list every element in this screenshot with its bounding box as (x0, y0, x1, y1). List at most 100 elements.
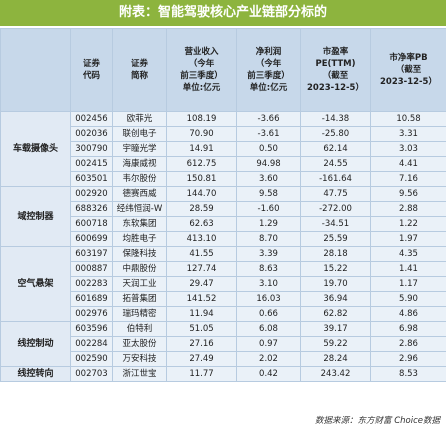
header-line: 单位:亿元 (249, 83, 288, 93)
cell: -14.38 (300, 111, 371, 127)
group-cell: 车载摄像头 (0, 111, 71, 187)
cell: 144.70 (166, 186, 237, 202)
cell: 联创电子 (112, 126, 167, 142)
cell: 8.53 (370, 366, 446, 382)
column-header: 市净率PB （截至 2023-12-5） (370, 28, 446, 112)
table-row: 线控转向 002703 浙江世宝 11.77 0.42 243.42 8.53 (0, 366, 446, 382)
column-header: 市盈率 PE(TTM) （截至 2023-12-5） (300, 28, 371, 112)
cell: 伯特利 (112, 321, 167, 337)
cell: 8.63 (236, 261, 301, 277)
header-line: 证券 (130, 59, 148, 69)
cell: 经纬恒润-W (112, 201, 167, 217)
cell: 000887 (70, 261, 113, 277)
cell: 243.42 (300, 366, 371, 382)
table-row: 002283 天润工业 29.47 3.10 19.70 1.17 (1, 276, 446, 292)
cell: 25.59 (300, 231, 371, 247)
cell: -1.60 (236, 201, 301, 217)
cell: 603197 (70, 246, 113, 262)
cell: 天润工业 (112, 276, 167, 292)
header-line: 2023-12-5） (307, 83, 364, 93)
cell: 150.81 (166, 171, 237, 187)
cell: 002920 (70, 186, 113, 202)
cell: -272.00 (300, 201, 371, 217)
header-line: 市净率PB (389, 53, 428, 63)
header-line: 2023-12-5） (380, 77, 437, 87)
cell: 28.24 (300, 351, 371, 367)
cell: 002456 (70, 111, 113, 127)
header-line: （截至 (322, 71, 349, 81)
title: 附表：智能驾驶核心产业链部分标的 (118, 5, 327, 20)
cell: 3.31 (370, 126, 446, 142)
cell: 8.70 (236, 231, 301, 247)
cell: 70.90 (166, 126, 237, 142)
cell: -34.51 (300, 216, 371, 232)
cell: 0.42 (236, 366, 301, 382)
header-line: 净利润 (255, 47, 282, 57)
table-row: 线控制动 603596 伯特利 51.05 6.08 39.17 6.98 (0, 321, 446, 367)
column-header: 营业收入 （今年 前三季度） 单位:亿元 (166, 28, 237, 112)
cell: 41.55 (166, 246, 237, 262)
cell: 0.66 (236, 306, 301, 322)
header-line: 营业收入 (184, 47, 219, 57)
cell: 51.05 (166, 321, 237, 337)
cell: 62.82 (300, 306, 371, 322)
cell: 108.19 (166, 111, 237, 127)
table-row: 601689 拓普集团 141.52 16.03 36.94 5.90 (1, 291, 446, 307)
cell: 2.02 (236, 351, 301, 367)
header-line: PE(TTM) (315, 59, 356, 69)
cell: 宇瞳光学 (112, 141, 167, 157)
cell: 59.22 (300, 336, 371, 352)
cell: 27.49 (166, 351, 237, 367)
cell: 62.14 (300, 141, 371, 157)
cell: 韦尔股份 (112, 171, 167, 187)
cell: 94.98 (236, 156, 301, 172)
header-line: 前三季度） (247, 71, 290, 81)
cell: 002976 (70, 306, 113, 322)
cell: 11.77 (166, 366, 237, 382)
cell: 15.22 (300, 261, 371, 277)
header-line: 市盈率 (322, 47, 349, 57)
title-bar (0, 0, 446, 26)
column-header: 证券 简称 (112, 28, 167, 112)
cell: 19.70 (300, 276, 371, 292)
cell: -3.66 (236, 111, 301, 127)
cell: 1.22 (370, 216, 446, 232)
cell: 002284 (70, 336, 113, 352)
cell: 29.47 (166, 276, 237, 292)
cell: 16.03 (236, 291, 301, 307)
cell: 4.41 (370, 156, 446, 172)
cell: 11.94 (166, 306, 237, 322)
table-row: 603501 韦尔股份 150.81 3.60 -161.64 7.16 (1, 171, 446, 187)
cell: -3.61 (236, 126, 301, 142)
cell: 002590 (70, 351, 113, 367)
table-row: 002415 海康威视 612.75 94.98 24.55 4.41 (1, 156, 446, 172)
cell: 均胜电子 (112, 231, 167, 247)
data-table: 证券 代码 证券 简称 营业收入 （今年 前三季度） 单位:亿元 净利润 （今年 前三季度） 单位:亿… (0, 28, 446, 382)
cell: 47.75 (300, 186, 371, 202)
cell: 6.08 (236, 321, 301, 337)
cell: 德赛西威 (112, 186, 167, 202)
header-line: 证券 (82, 59, 100, 69)
cell: 413.10 (166, 231, 237, 247)
cell: 拓普集团 (112, 291, 167, 307)
cell: 9.58 (236, 186, 301, 202)
cell: 9.56 (370, 186, 446, 202)
cell: 0.50 (236, 141, 301, 157)
cell: 1.17 (370, 276, 446, 292)
cell: 612.75 (166, 156, 237, 172)
cell: 603501 (70, 171, 113, 187)
cell: 002415 (70, 156, 113, 172)
group-header (0, 28, 71, 112)
cell: 4.86 (370, 306, 446, 322)
cell: 62.63 (166, 216, 237, 232)
cell: 127.74 (166, 261, 237, 277)
cell: 3.60 (236, 171, 301, 187)
cell: 10.58 (370, 111, 446, 127)
cell: 瑞玛精密 (112, 306, 167, 322)
header-line: 简称 (130, 71, 148, 81)
cell: 3.39 (236, 246, 301, 262)
cell: 2.86 (370, 336, 446, 352)
cell: 600699 (70, 231, 113, 247)
group-cell: 空气悬架 (0, 246, 71, 322)
